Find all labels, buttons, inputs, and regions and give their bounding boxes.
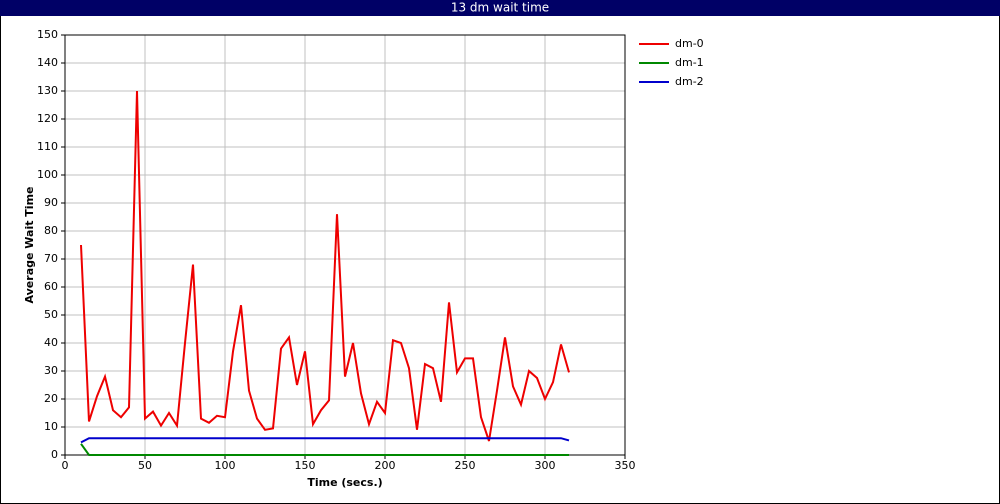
series-line	[80, 90, 570, 442]
y-tick-label: 60	[44, 280, 58, 293]
y-tick-label: 40	[44, 336, 58, 349]
y-tick-label: 20	[44, 392, 58, 405]
y-tick-label: 110	[37, 140, 58, 153]
legend-label: dm-0	[675, 37, 704, 50]
y-tick-label: 50	[44, 308, 58, 321]
x-tick-label: 300	[535, 459, 556, 472]
x-tick-label: 350	[615, 459, 636, 472]
x-tick-label: 0	[62, 459, 69, 472]
y-tick-label: 120	[37, 112, 58, 125]
series-line	[80, 443, 569, 456]
y-tick-label: 0	[51, 448, 58, 461]
x-tick-label: 50	[138, 459, 152, 472]
y-tick-label: 130	[37, 84, 58, 97]
x-tick-label: 150	[295, 459, 316, 472]
y-tick-label: 30	[44, 364, 58, 377]
x-tick-label: 200	[375, 459, 396, 472]
y-tick-label: 100	[37, 168, 58, 181]
y-tick-label: 80	[44, 224, 58, 237]
chart-title: 13 dm wait time	[451, 1, 549, 15]
y-tick-label: 150	[37, 28, 58, 41]
x-tick-label: 250	[455, 459, 476, 472]
legend-label: dm-1	[675, 56, 704, 69]
legend-label: dm-2	[675, 75, 704, 88]
title-bar	[0, 0, 1000, 16]
y-tick-label: 70	[44, 252, 58, 265]
y-tick-label: 90	[44, 196, 58, 209]
y-tick-label: 140	[37, 56, 58, 69]
plot-area	[65, 35, 625, 455]
x-tick-label: 100	[215, 459, 236, 472]
x-axis-label: Time (secs.)	[307, 476, 382, 489]
y-tick-label: 10	[44, 420, 58, 433]
y-axis-label: Average Wait Time	[23, 187, 36, 304]
series-line	[80, 437, 570, 444]
